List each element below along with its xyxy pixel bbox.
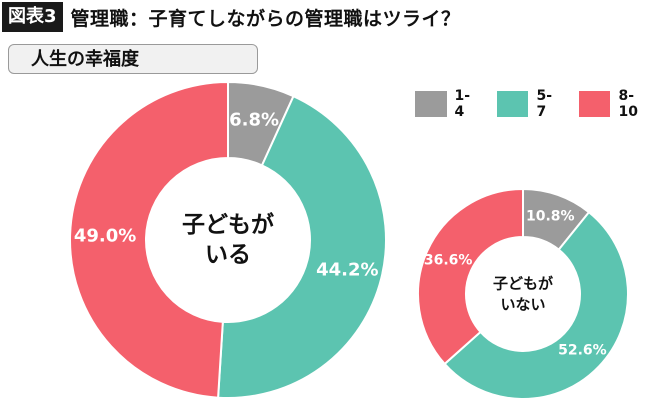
legend-item-1-4: 1-4: [415, 88, 478, 120]
center-label-line: 子どもが: [493, 275, 554, 293]
legend-item-8-10: 8-10: [578, 88, 651, 120]
slice-label-5-7: 44.2%: [316, 259, 378, 280]
slice-label-1-4: 10.8%: [526, 209, 575, 225]
slice-label-5-7: 52.6%: [558, 343, 607, 359]
slice-label-1-4: 6.8%: [229, 109, 279, 130]
legend-label-5-7: 5-7: [536, 88, 553, 120]
legend-swatch-5-7: [496, 91, 529, 117]
slice-label-8-10: 36.6%: [424, 252, 473, 268]
slice-5-7: [443, 210, 629, 400]
center-label-line: いない: [500, 296, 545, 314]
center-label-line: 子どもが: [182, 211, 274, 238]
legend-label-8-10: 8-10: [618, 88, 638, 120]
header: 図表3 管理職：子育てしながらの管理職はツライ？: [0, 0, 461, 34]
slice-5-7: [217, 94, 387, 399]
legend: 1-4 5-7 8-10: [415, 88, 670, 120]
slice-8-10: [417, 187, 524, 366]
legend-item-5-7: 5-7: [496, 88, 560, 120]
slice-8-10: [69, 80, 229, 399]
subtitle-box: 人生の幸福度: [8, 44, 258, 74]
slice-label-8-10: 49.0%: [74, 226, 136, 247]
chart-title: 管理職：子育てしながらの管理職はツライ？: [70, 7, 461, 30]
center-label-line: いる: [205, 242, 251, 268]
figure-label: 図表3: [2, 2, 63, 32]
legend-label-1-4: 1-4: [454, 88, 471, 120]
legend-swatch-8-10: [578, 91, 611, 117]
legend-swatch-1-4: [415, 91, 447, 117]
